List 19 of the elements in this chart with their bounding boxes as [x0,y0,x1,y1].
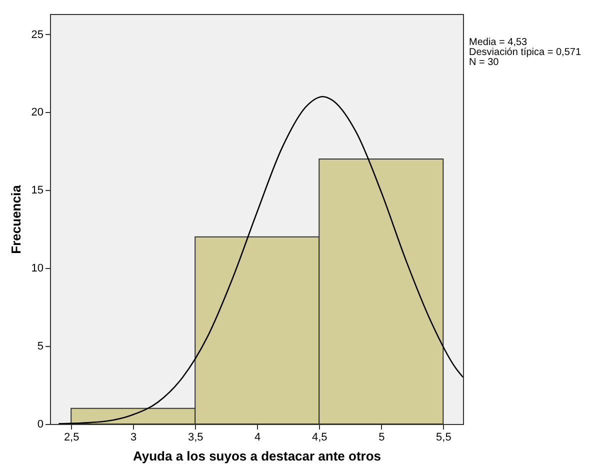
x-tick-label: 5 [378,432,385,444]
y-tick-label: 10 [31,262,44,275]
y-tick-label: 5 [37,340,44,353]
y-tick-label: 20 [31,106,44,119]
y-tick-label: 15 [31,184,44,197]
text: Desviación típica = 0,571 [469,47,582,58]
x-tick-label: 3 [130,432,137,444]
x-axis-title: Ayuda a los suyos a destacar ante otros [132,448,382,464]
y-tick-label: 25 [31,28,44,41]
x-tick-label: 4 [254,432,261,444]
y-axis-title: Frecuencia [8,184,24,254]
text: Media = 4,53 [469,37,528,48]
x-tick-label: 4,5 [312,432,328,444]
x-tick-label: 2,5 [64,432,80,444]
text: N = 30 [469,57,500,68]
y-tick-label: 0 [37,418,44,430]
line-series [58,96,463,424]
x-tick-label: 5,5 [436,432,452,444]
x-tick-label: 3,5 [188,432,204,444]
